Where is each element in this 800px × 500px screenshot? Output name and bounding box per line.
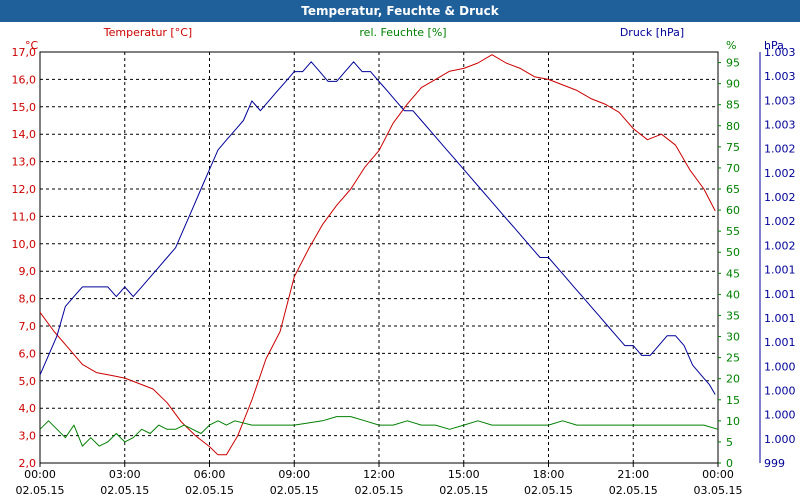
time-tick-label: 03:00 [109, 468, 141, 481]
pressure-tick-label: 1.002 [764, 239, 796, 252]
time-tick-label: 12:00 [363, 468, 395, 481]
humidity-tick-label: 45 [726, 267, 740, 280]
legend-humidity: rel. Feuchte [%] [359, 26, 446, 39]
legend-temperature: Temperatur [°C] [103, 26, 192, 39]
date-tick-label: 02.05.15 [355, 484, 404, 497]
temperature-tick-label: 16,0 [12, 73, 37, 86]
pressure-tick-label: 1.002 [764, 191, 796, 204]
date-tick-label: 02.05.15 [100, 484, 149, 497]
time-tick-label: 00:00 [702, 468, 734, 481]
temperature-tick-label: 5,0 [19, 375, 37, 388]
series-lines [39, 54, 719, 456]
time-tick-label: 21:00 [617, 468, 649, 481]
pressure-tick-label: 1.003 [764, 70, 796, 83]
pressure-unit-label: hPa [764, 39, 784, 52]
pressure-tick-label: 1.001 [764, 288, 796, 301]
humidity-tick-label: 70 [726, 162, 740, 175]
date-tick-label: 02.05.15 [185, 484, 234, 497]
temperature-tick-label: 6,0 [19, 347, 37, 360]
temperature-tick-label: 7,0 [19, 320, 37, 333]
pressure-tick-label: 1.000 [764, 360, 796, 373]
humidity-tick-label: 0 [726, 457, 733, 470]
humidity-tick-label: 85 [726, 99, 740, 112]
grid [40, 51, 718, 463]
pressure-tick-label: 1.002 [764, 215, 796, 228]
chart-area: 2,0 3,0 4,0 5,0 6,0 7,0 8,0 9,0 10,0 11,0 12,0 13,0… [12, 26, 796, 497]
pressure-tick-label: 1.003 [764, 94, 796, 107]
temperature-tick-label: 3,0 [19, 430, 37, 443]
humidity-tick-label: 90 [726, 78, 740, 91]
date-tick-label: 02.05.15 [524, 484, 573, 497]
pressure-tick-label: 1.002 [764, 167, 796, 180]
time-tick-label: 06:00 [194, 468, 226, 481]
date-tick-label: 02.05.15 [609, 484, 658, 497]
humidity-series-line [39, 416, 719, 447]
pressure-axis: 999 1.000 1.000 1.000 1.000 1.001 1.001 1.001 1.… [759, 39, 796, 470]
humidity-tick-label: 30 [726, 331, 740, 344]
temperature-tick-label: 15,0 [12, 101, 37, 114]
temperature-tick-label: 10,0 [12, 238, 37, 251]
humidity-tick-label: 20 [726, 373, 740, 386]
humidity-tick-label: 35 [726, 309, 740, 322]
time-axis: 00:00 02.05.15 03:00 02.05.15 06:00 02.05.15 0… [16, 463, 743, 497]
humidity-tick-label: 55 [726, 225, 740, 238]
temperature-series-line [39, 54, 716, 456]
temperature-tick-label: 9,0 [19, 265, 37, 278]
chart-title-bar: Temperatur, Feuchte & Druck [0, 0, 800, 22]
temperature-tick-label: 4,0 [19, 402, 37, 415]
date-tick-label: 03.05.15 [694, 484, 743, 497]
time-tick-label: 00:00 [24, 468, 56, 481]
humidity-tick-label: 75 [726, 141, 740, 154]
temperature-unit-label: °C [25, 39, 39, 52]
humidity-tick-label: 40 [726, 288, 740, 301]
legend-pressure: Druck [hPa] [620, 26, 684, 39]
humidity-tick-label: 5 [726, 436, 733, 449]
legend: Temperatur [°C] rel. Feuchte [%] Druck [hP… [103, 26, 684, 39]
humidity-tick-label: 15 [726, 394, 740, 407]
humidity-tick-label: 10 [726, 415, 740, 428]
temperature-tick-label: 17,0 [12, 46, 37, 59]
humidity-tick-label: 50 [726, 246, 740, 259]
date-tick-label: 02.05.15 [16, 484, 65, 497]
pressure-tick-label: 1.003 [764, 119, 796, 132]
temperature-tick-label: 2,0 [19, 457, 37, 470]
temperature-tick-label: 12,0 [12, 183, 37, 196]
time-tick-label: 18:00 [533, 468, 565, 481]
pressure-series-line [39, 61, 716, 395]
date-tick-label: 02.05.15 [439, 484, 488, 497]
time-tick-label: 15:00 [448, 468, 480, 481]
temperature-tick-label: 8,0 [19, 293, 37, 306]
pressure-tick-label: 1.003 [764, 46, 796, 59]
pressure-tick-label: 1.001 [764, 264, 796, 277]
humidity-tick-label: 65 [726, 183, 740, 196]
pressure-tick-label: 1.001 [764, 336, 796, 349]
temperature-tick-label: 13,0 [12, 156, 37, 169]
pressure-tick-label: 1.000 [764, 384, 796, 397]
pressure-tick-label: 999 [764, 457, 785, 470]
pressure-tick-label: 1.001 [764, 312, 796, 325]
humidity-tick-label: 60 [726, 204, 740, 217]
time-tick-label: 09:00 [278, 468, 310, 481]
humidity-tick-label: 80 [726, 120, 740, 133]
date-tick-label: 02.05.15 [270, 484, 319, 497]
pressure-tick-label: 1.000 [764, 409, 796, 422]
chart-title: Temperatur, Feuchte & Druck [301, 4, 499, 18]
humidity-tick-label: 25 [726, 352, 740, 365]
humidity-axis: 0 5 10 15 20 25 30 35 40 45 50 55 60 65 70 75 80 85 90 95% [718, 39, 740, 470]
humidity-unit-label: % [726, 39, 736, 52]
humidity-tick-label: 95 [726, 57, 740, 70]
pressure-tick-label: 1.002 [764, 143, 796, 156]
temperature-tick-label: 11,0 [12, 210, 37, 223]
temperature-axis: 2,0 3,0 4,0 5,0 6,0 7,0 8,0 9,0 10,0 11,0 12,0 13,0… [12, 39, 39, 470]
temperature-tick-label: 14,0 [12, 128, 37, 141]
pressure-tick-label: 1.000 [764, 433, 796, 446]
